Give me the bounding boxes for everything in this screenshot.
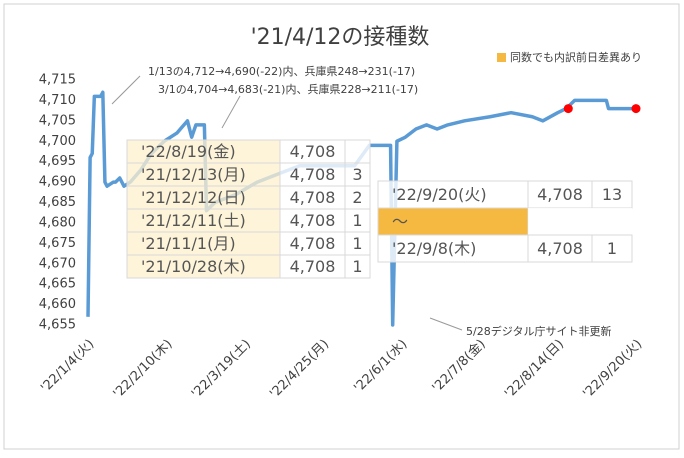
- y-tick-label: 4,675: [39, 236, 76, 251]
- table-text: 1: [607, 239, 617, 258]
- table-text: '21/11/1(月): [141, 234, 236, 253]
- y-tick-label: 4,670: [39, 256, 76, 271]
- table-text: 1: [352, 234, 362, 253]
- table-text: '21/12/11(土): [141, 211, 246, 230]
- annotation: 3/1の4,704→4,683(-21)内、兵庫県228→211(-17): [158, 82, 418, 96]
- highlight-point: [631, 104, 641, 114]
- y-tick-label: 4,680: [39, 215, 76, 230]
- table-text: '21/12/12(日): [141, 188, 246, 207]
- y-tick-label: 4,710: [39, 93, 76, 108]
- note-swatch: [497, 53, 506, 62]
- table-cell: [344, 254, 371, 279]
- y-tick-label: 4,700: [39, 134, 76, 149]
- note: 同数でも内訳前日差異あり: [510, 50, 642, 64]
- table-text: '22/9/8(木): [392, 239, 476, 258]
- table-text: 4,708: [290, 165, 336, 184]
- table-text: 4,708: [290, 257, 336, 276]
- y-tick-label: 4,660: [39, 297, 76, 312]
- table-text: 4,708: [290, 142, 336, 161]
- y-tick-label: 4,665: [39, 277, 76, 292]
- y-tick-label: 4,705: [39, 113, 76, 128]
- table-text: '21/10/28(木): [141, 257, 246, 276]
- table-text: 4,708: [290, 211, 336, 230]
- table-text: '22/8/19(金): [141, 142, 236, 161]
- table-text: 4,708: [290, 188, 336, 207]
- y-tick-label: 4,690: [39, 175, 76, 190]
- y-tick-label: 4,695: [39, 154, 76, 169]
- chart-title: '21/4/12の接種数: [251, 25, 430, 50]
- table-text: 1: [352, 257, 362, 276]
- y-tick-label: 4,715: [39, 73, 76, 88]
- table-cell: [591, 234, 633, 263]
- leader-line: [429, 317, 463, 331]
- table-cell: [592, 208, 632, 235]
- y-tick-label: 4,655: [39, 318, 76, 333]
- leader-line: [221, 95, 241, 129]
- table-text: 4,708: [290, 234, 336, 253]
- table-text: '21/12/13(月): [141, 165, 246, 184]
- annotation: 1/13の4,712→4,690(-22)内、兵庫県248→231(-17): [148, 64, 415, 78]
- highlight-point: [563, 104, 573, 114]
- table-cell: [344, 139, 371, 164]
- table-text: ～: [392, 212, 408, 231]
- table-text: '22/9/20(火): [392, 185, 487, 204]
- table-text: 4,708: [537, 185, 583, 204]
- table-text: 3: [352, 165, 362, 184]
- annotation: 5/28デジタル庁サイト非更新: [466, 324, 611, 338]
- table-text: 1: [352, 211, 362, 230]
- table-cell: [528, 208, 592, 235]
- table-cell: [377, 234, 529, 263]
- y-tick-label: 4,685: [39, 195, 76, 210]
- table-text: 4,708: [537, 239, 583, 258]
- table-text: 13: [602, 185, 622, 204]
- table-text: 2: [352, 188, 362, 207]
- leader-line: [111, 75, 141, 105]
